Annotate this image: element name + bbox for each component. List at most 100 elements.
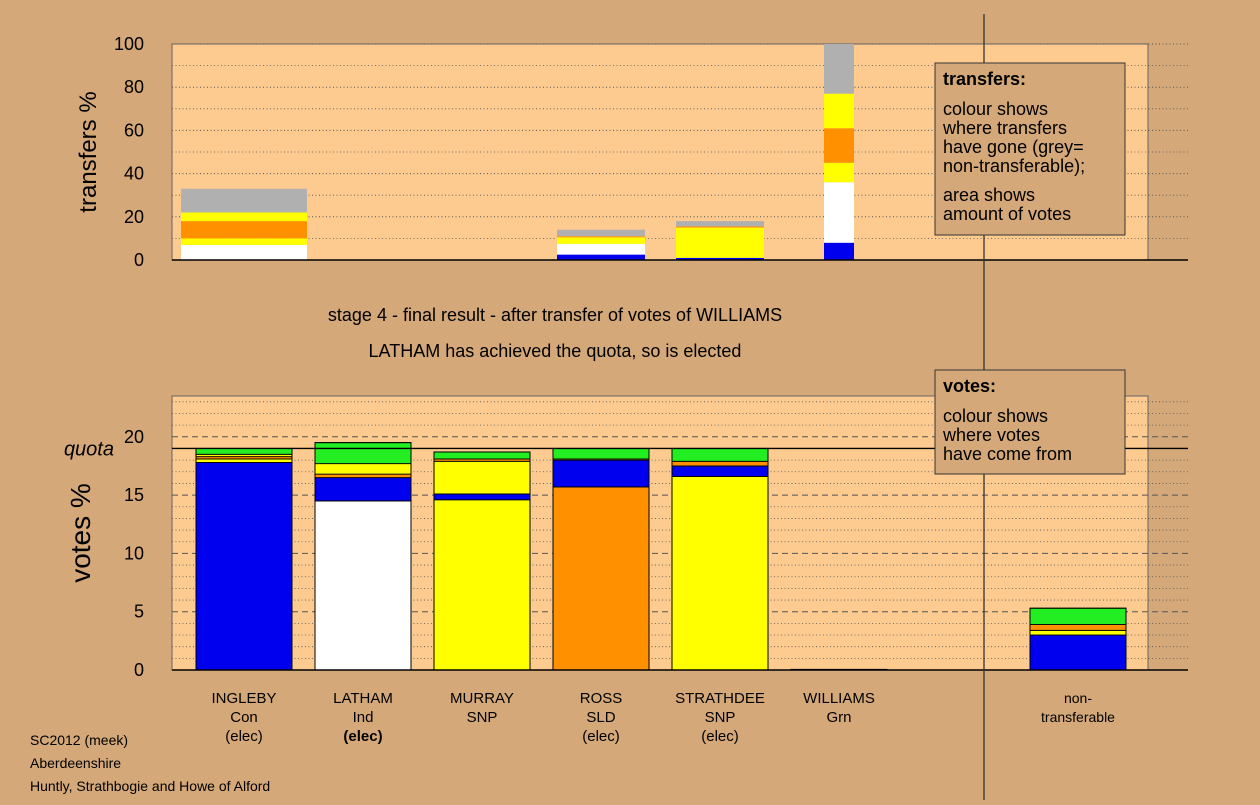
footer-election: SC2012 (meek)	[30, 732, 128, 748]
candidate-name: ROSS	[580, 690, 623, 707]
bar-segment-grn	[195, 448, 293, 455]
y-tick-label: 100	[114, 34, 144, 54]
y-tick-label: 20	[124, 427, 144, 447]
x-category-label: STRATHDEE SNP (elec)	[675, 690, 765, 745]
y-tick-label: 80	[124, 77, 144, 97]
legend-transfers-line: amount of votes	[943, 204, 1071, 224]
candidate-status: (elec)	[225, 728, 263, 745]
y-tick-label: 20	[124, 207, 144, 227]
legend-transfers-line: area shows	[943, 185, 1035, 205]
candidate-party: Grn	[826, 709, 851, 726]
bar-segment-sld	[824, 128, 854, 163]
bar-segment-con	[433, 493, 531, 501]
bar-stack	[676, 221, 764, 260]
bar-stack	[1029, 607, 1127, 671]
legend-votes-title: votes:	[943, 376, 996, 396]
bar-segment-grn	[671, 448, 769, 462]
bar-segment-grn	[314, 442, 412, 465]
legend-votes-line: where votes	[942, 425, 1040, 445]
bar-segment-ind	[314, 500, 412, 671]
legend-transfers-title: transfers:	[943, 69, 1026, 89]
bar-stack	[314, 442, 412, 671]
candidate-party: Ind	[353, 709, 374, 726]
bar-stack	[671, 447, 769, 671]
y-tick-label: 5	[134, 602, 144, 622]
bar-segment-snp	[433, 499, 531, 671]
bar-stack	[824, 44, 854, 260]
candidate-status: (elec)	[582, 728, 620, 745]
bar-segment-sld	[676, 226, 764, 228]
candidate-party: SNP	[467, 709, 498, 726]
y-tick-label: 0	[134, 250, 144, 270]
bar-segment-sld	[671, 460, 769, 467]
bar-segment-sld	[552, 486, 650, 671]
quota-label: quota	[64, 438, 114, 460]
candidate-status: (elec)	[701, 728, 739, 745]
candidate-name: MURRAY	[450, 690, 514, 707]
bar-stack	[433, 451, 531, 671]
x-category-label: WILLIAMS Grn	[803, 690, 875, 726]
candidate-name: WILLIAMS	[803, 690, 875, 707]
candidate-name: non-	[1064, 690, 1092, 706]
footer-ward: Huntly, Strathbogie and Howe of Alford	[30, 778, 270, 794]
legend-transfers-line: colour shows	[943, 99, 1048, 119]
bar-segment-con	[1029, 634, 1127, 671]
bar-segment-ind	[557, 243, 645, 255]
x-category-label: ROSS SLD (elec)	[580, 690, 623, 745]
bar-segment-snp	[671, 476, 769, 671]
bar-segment-non-transferable	[557, 229, 645, 237]
bar-segment-con	[671, 465, 769, 477]
bar-stack	[181, 188, 307, 260]
candidate-name: STRATHDEE	[675, 690, 765, 707]
bar-segment-snp	[314, 463, 412, 475]
bar-segment-grn	[1029, 607, 1127, 625]
legend-votes-line: colour shows	[943, 406, 1048, 426]
footer-council: Aberdeenshire	[30, 755, 121, 771]
candidate-name: LATHAM	[333, 690, 393, 707]
y-axis-label: transfers %	[75, 91, 102, 212]
candidate-party: SNP	[705, 709, 736, 726]
bar-segment-snp	[824, 93, 854, 129]
bar-segment-snp	[1029, 629, 1127, 636]
candidate-party: Con	[230, 709, 258, 726]
bar-segment-con	[195, 462, 293, 671]
candidate-name: INGLEBY	[211, 690, 276, 707]
legend-transfers-line: have gone (grey=	[943, 137, 1084, 157]
bar-segment-con	[824, 242, 854, 260]
bar-segment-grn	[433, 451, 531, 460]
bar-segment-sld	[314, 473, 412, 479]
bar-segment-ind	[824, 182, 854, 243]
bar-segment-non-transferable	[676, 221, 764, 227]
bar-segment-snp	[557, 237, 645, 244]
x-category-label: non-transferable	[1041, 690, 1115, 725]
y-tick-label: 60	[124, 120, 144, 140]
candidate-status: (elec)	[343, 728, 382, 745]
legend-votes: votes: colour shows where votes have com…	[934, 369, 1126, 475]
bar-segment-ind	[181, 244, 307, 260]
bar-segment-snp	[433, 460, 531, 495]
bar-segment-sld	[181, 221, 307, 239]
y-tick-label: 40	[124, 164, 144, 184]
heading-stage: stage 4 - final result - after transfer …	[328, 305, 782, 325]
bar-stack	[195, 447, 293, 671]
bar-segment-snp	[824, 162, 854, 183]
candidate-party: SLD	[586, 709, 615, 726]
bar-segment-snp	[181, 212, 307, 222]
y-tick-label: 10	[124, 543, 144, 563]
bar-segment-snp	[676, 227, 764, 258]
y-tick-label: 0	[134, 660, 144, 680]
bar-segment-con	[552, 459, 650, 488]
y-tick-label: 15	[124, 485, 144, 505]
votes-plot: 0 5 10 15 20 votes % quota INGLEBY Con (elec) LATH…	[64, 395, 1188, 745]
heading-result: LATHAM has achieved the quota, so is ele…	[369, 341, 742, 361]
bar-stack	[557, 229, 645, 260]
bar-segment-grn	[552, 448, 650, 460]
bar-segment-con	[676, 257, 764, 260]
x-category-label: MURRAY SNP	[450, 690, 514, 726]
bar-segment-non-transferable	[824, 44, 854, 94]
y-axis-label: votes %	[65, 483, 96, 583]
bar-segment-sld	[557, 236, 645, 238]
legend-transfers-line: where transfers	[942, 118, 1067, 138]
